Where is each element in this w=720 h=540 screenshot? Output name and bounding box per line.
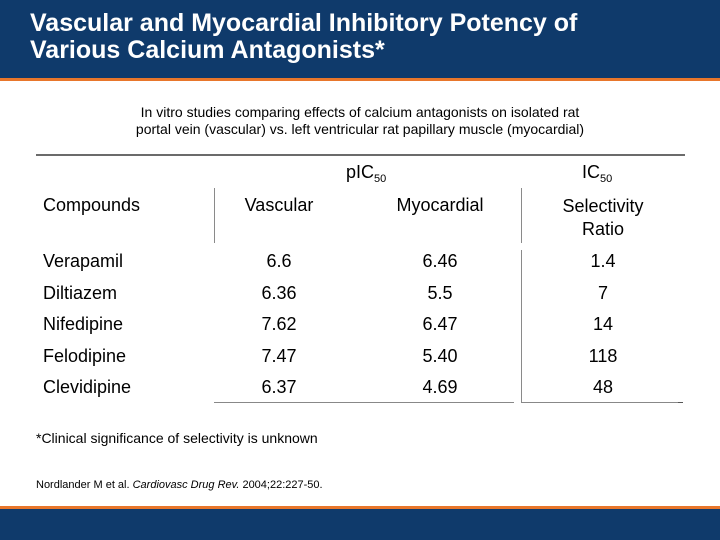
column-header-compounds: Compounds <box>43 195 141 215</box>
slide-subtitle: In vitro studies comparing effects of ca… <box>60 104 660 138</box>
row-myocardial-value: 5.40 <box>422 346 458 366</box>
header-accent-line <box>0 78 720 81</box>
table-top-rule <box>36 154 685 156</box>
group-ic50-subscript: 50 <box>600 173 613 185</box>
group-pic50-label: pIC <box>346 162 375 182</box>
column-divider <box>521 250 522 402</box>
slide-title: Vascular and Myocardial Inhibitory Poten… <box>30 10 710 64</box>
row-myocardial-value: 6.46 <box>422 251 458 271</box>
footer-bar <box>0 509 720 540</box>
table-bottom-rule <box>214 402 514 403</box>
column-divider <box>214 188 215 243</box>
column-header-myocardial: Myocardial <box>396 195 484 215</box>
row-vascular-value: 6.36 <box>261 283 297 303</box>
citation-authors: Nordlander M et al. <box>36 479 133 491</box>
citation: Nordlander M et al. Cardiovasc Drug Rev.… <box>36 479 323 491</box>
row-myocardial-value: 5.5 <box>427 283 453 303</box>
row-compound: Verapamil <box>43 251 124 271</box>
selectivity-label-line-2: Ratio <box>581 219 625 239</box>
row-vascular-value: 6.6 <box>266 251 292 271</box>
row-vascular-value: 7.47 <box>261 346 297 366</box>
group-ic50-label: IC <box>582 162 600 182</box>
title-line-1: Vascular and Myocardial Inhibitory Poten… <box>30 9 578 37</box>
header-bar <box>0 0 720 78</box>
row-myocardial-value: 4.69 <box>422 377 458 397</box>
table-edge-tick <box>678 402 683 403</box>
subtitle-line-2: portal vein (vascular) vs. left ventricu… <box>135 121 585 137</box>
citation-details: 2004;22:227-50. <box>239 479 323 491</box>
row-myocardial-value: 6.47 <box>422 314 458 334</box>
row-selectivity-ratio: 48 <box>592 377 614 397</box>
group-pic50-subscript: 50 <box>374 173 387 185</box>
group-header-pic50: pIC50 <box>346 162 386 185</box>
column-header-selectivity-ratio: Selectivity Ratio <box>522 195 684 241</box>
column-divider <box>521 188 522 243</box>
row-compound: Clevidipine <box>43 377 132 397</box>
group-header-ic50: IC50 <box>582 162 612 185</box>
row-vascular-value: 6.37 <box>261 377 297 397</box>
column-header-vascular: Vascular <box>244 195 314 215</box>
row-selectivity-ratio: 118 <box>588 346 618 366</box>
row-selectivity-ratio: 1.4 <box>590 251 616 271</box>
selectivity-label-line-1: Selectivity <box>562 196 644 216</box>
row-compound: Diltiazem <box>43 283 118 303</box>
row-selectivity-ratio: 14 <box>592 314 614 334</box>
row-compound: Nifedipine <box>43 314 124 334</box>
citation-journal: Cardiovasc Drug Rev. <box>132 479 240 491</box>
footnote: *Clinical significance of selectivity is… <box>36 430 318 446</box>
footer-accent-line <box>0 506 720 509</box>
row-compound: Felodipine <box>43 346 127 366</box>
row-vascular-value: 7.62 <box>261 314 297 334</box>
subtitle-line-1: In vitro studies comparing effects of ca… <box>140 104 580 120</box>
row-selectivity-ratio: 7 <box>597 283 608 303</box>
title-line-2: Various Calcium Antagonists* <box>30 36 385 64</box>
table-bottom-rule <box>521 402 681 403</box>
